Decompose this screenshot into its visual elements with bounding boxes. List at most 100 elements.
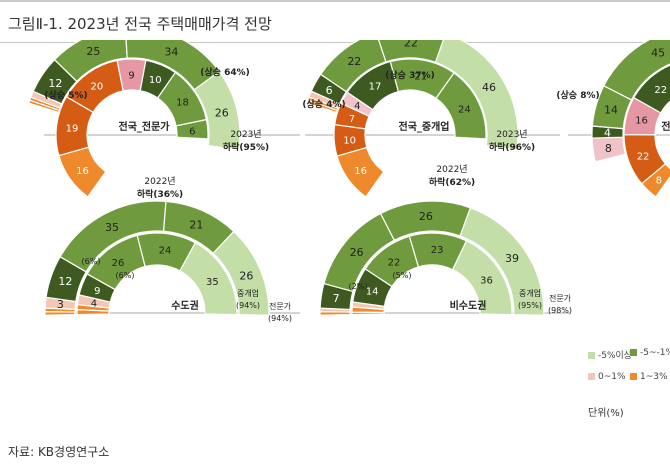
donut3-inner-value-2: 16: [635, 115, 648, 126]
donut5-outer-up: (2%): [349, 282, 368, 291]
legend-swatch-0: [588, 352, 595, 359]
donut4-outer-value-3: 12: [58, 275, 72, 288]
donut3-outer-segment-3: [603, 40, 670, 101]
donut2-inner-value-6: 24: [458, 105, 471, 116]
donut3-title: 전: [661, 120, 670, 133]
donut1-outer-down: 하락(95%): [223, 141, 269, 153]
donut4-outer-value-4: 35: [105, 221, 119, 234]
donut4-inner-segment-6: [179, 241, 238, 316]
donut3-outer-value-1: 4: [604, 126, 611, 139]
donut3-inner-value-0: 8: [656, 175, 662, 186]
donut1-inner-value-6: 6: [189, 126, 195, 137]
donut3-inner-segment-3: [633, 64, 670, 114]
donut1-outer-value-3: 12: [48, 77, 62, 90]
donut1-inner-value-2: 20: [91, 82, 104, 93]
donut1-outer-up: (상승 5%): [44, 89, 87, 101]
donut1-outer-value-4: 25: [86, 45, 100, 58]
donut5-inner-value-4: 22: [388, 258, 401, 269]
legend-swatch-1: [630, 349, 637, 356]
source-note: 자료: KB경영연구소: [8, 445, 110, 459]
donut3-outer-up: (상승 8%): [556, 89, 599, 101]
donut5-inner-segment-6: [451, 240, 513, 316]
donut4-outer-pct: (94%): [268, 314, 292, 323]
donut2-inner-segment-6: [435, 72, 487, 140]
donut4-outer-value-6: 26: [239, 269, 253, 282]
donut2-outer-year: 2023년: [496, 129, 527, 140]
donut2-inner-year: 2022년: [436, 164, 467, 175]
donut3-outer-value-3: 45: [651, 47, 665, 60]
donut2-outer-up: (상승 4%): [302, 98, 345, 110]
donut2-inner-down: 하락(62%): [429, 176, 475, 188]
donut2-outer-segment-5: [378, 40, 445, 64]
legend-label-2: 0~1%: [598, 372, 626, 382]
donut1-outer-segment-4: [53, 40, 128, 83]
legend-label-1: -5~-1%: [640, 348, 670, 358]
donut5-inner-value-5: 23: [431, 245, 444, 256]
donut5-inner-label: 중개업: [519, 288, 541, 298]
legend-swatch-2: [588, 373, 595, 380]
donut1-inner-up: (상승 64%): [200, 66, 249, 78]
donut1-inner-value-5: 18: [176, 98, 189, 109]
donut4-title: 수도권: [171, 300, 199, 312]
legend-item-2: 0~1%: [588, 372, 626, 382]
donut5-outer-label: 전문가: [549, 293, 572, 303]
legend-item-1: -5~-1%: [630, 348, 670, 358]
donut4-inner-value-2: 4: [91, 298, 97, 309]
donut1-outer-year: 2023년: [230, 129, 261, 140]
donut4-inner-label: 중개업: [237, 288, 259, 298]
donut5-outer-pct: (98%): [548, 306, 572, 315]
donut1-inner-down: 하락(36%): [137, 188, 183, 200]
donut5-inner-up: (5%): [393, 271, 412, 280]
donut2-inner-value-0: 16: [354, 166, 367, 177]
donut1-outer-value-5: 34: [164, 45, 178, 58]
donut2-outer-down: 하락(96%): [489, 141, 535, 153]
donut2-outer-value-6: 46: [482, 81, 496, 94]
title-bar: 그림Ⅱ-1. 2023년 전국 주택매매가격 전망: [0, 0, 670, 43]
legend-label-3: 1~3%: [640, 372, 668, 382]
donut1-outer-value-6: 26: [215, 107, 229, 120]
donut1-inner-segment-6: [175, 118, 209, 140]
donut5-inner-value-6: 36: [480, 275, 493, 286]
donut4-outer-up: (6%): [82, 257, 101, 266]
donut4-outer-label: 전문가: [269, 301, 292, 311]
donut2-outer-value-3: 6: [326, 84, 333, 97]
donut5-outer-value-5: 39: [505, 252, 519, 265]
legend-item-0: -5%이상: [588, 348, 632, 361]
donut2-inner-value-4: 17: [369, 82, 382, 93]
donut5-outer-value-2: 7: [333, 292, 340, 305]
donut4-inner-value-3: 9: [94, 286, 100, 297]
donut5-outer-segment-5: [459, 207, 545, 316]
donut5-outer-value-3: 26: [350, 246, 364, 259]
donut2-inner-value-2: 7: [349, 114, 355, 125]
donut2-inner-value-3: 4: [354, 101, 360, 112]
donut4-inner-value-5: 24: [159, 245, 172, 256]
donut1-inner-value-3: 9: [128, 71, 134, 82]
donut2-outer-value-4: 22: [347, 55, 361, 68]
donut1-inner-value-1: 19: [66, 123, 79, 134]
donut3-inner-value-1: 22: [637, 151, 650, 162]
donut4-outer-value-2: 3: [57, 298, 64, 311]
donut1-title: 전국_전문가: [119, 120, 171, 133]
donut3-inner-value-3: 22: [654, 85, 667, 96]
legend-swatch-3: [630, 373, 637, 380]
donut4-outer-segment-6: [212, 230, 270, 316]
donut1-outer-segment-6: [193, 70, 241, 151]
donut4-inner-pct: (94%): [236, 301, 260, 310]
legend: -5%이상 -5~-1% 0~1% 1~3%: [586, 346, 670, 418]
donut4-inner-value-6: 35: [206, 277, 219, 288]
donut2-outer-value-5: 22: [404, 40, 418, 50]
donut3-outer-value-2: 14: [604, 104, 618, 117]
donut2-inner-value-5: 21: [414, 71, 427, 82]
donut4-inner-up: (6%): [116, 271, 135, 280]
donut2-title: 전국_중개업: [399, 120, 450, 133]
donut4-inner-value-4: 26: [112, 258, 125, 269]
unit-label: 단위(%): [588, 408, 624, 419]
donut4-outer-value-5: 21: [189, 218, 203, 231]
donut1-inner-value-4: 10: [149, 75, 162, 86]
legend-label-0: -5%이상: [598, 351, 633, 361]
donut2-outer-segment-6: [434, 40, 519, 151]
donut3-outer-value-0: 8: [605, 142, 612, 155]
donut5-outer-value-4: 26: [419, 210, 433, 223]
figure-title: 그림Ⅱ-1. 2023년 전국 주택매매가격 전망: [8, 15, 272, 33]
